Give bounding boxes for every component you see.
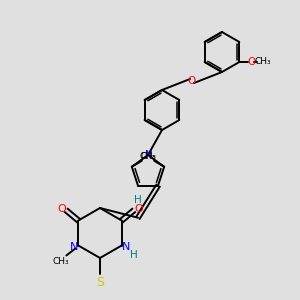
Text: O: O [57, 205, 66, 214]
Text: H: H [134, 195, 142, 205]
Text: O: O [188, 76, 196, 86]
Text: O: O [134, 205, 143, 214]
Text: H: H [130, 250, 137, 260]
Text: S: S [96, 275, 104, 289]
Text: N: N [145, 150, 153, 160]
Text: CH₃: CH₃ [52, 257, 69, 266]
Text: CH₃: CH₃ [140, 152, 156, 161]
Text: CH₃: CH₃ [140, 152, 156, 161]
Text: N: N [70, 242, 79, 251]
Text: N: N [122, 242, 130, 251]
Text: O: O [247, 57, 255, 67]
Text: CH₃: CH₃ [254, 58, 271, 67]
